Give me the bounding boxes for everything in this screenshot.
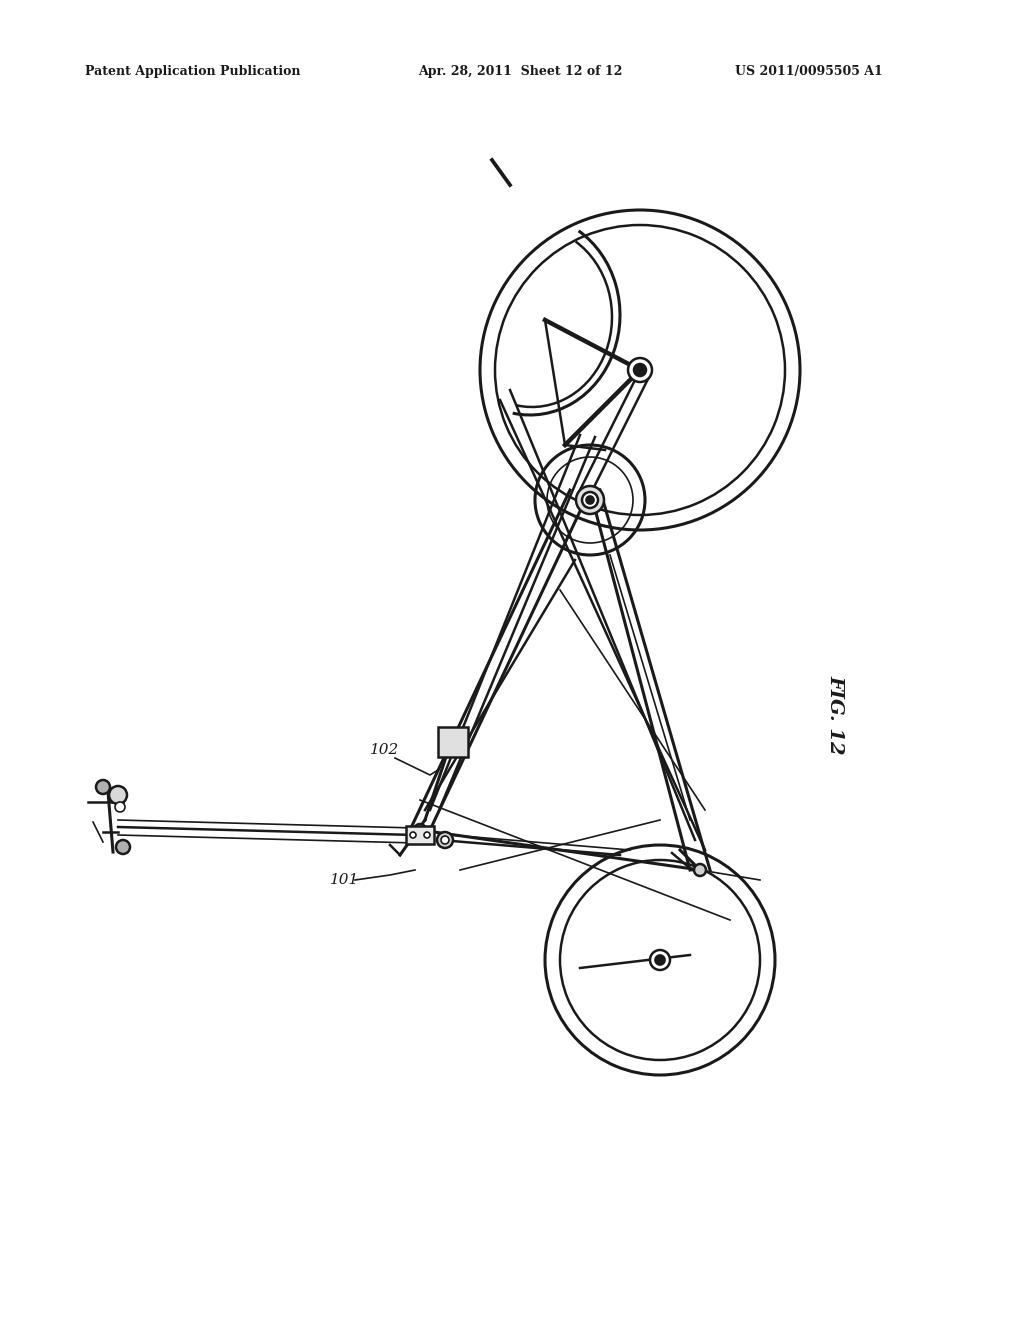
Ellipse shape [96,780,110,795]
Ellipse shape [655,954,665,965]
Ellipse shape [694,865,706,876]
Ellipse shape [628,358,652,381]
Ellipse shape [575,486,604,513]
Ellipse shape [437,832,453,847]
Text: Apr. 28, 2011  Sheet 12 of 12: Apr. 28, 2011 Sheet 12 of 12 [418,66,623,78]
Ellipse shape [116,840,130,854]
Text: FIG. 12: FIG. 12 [826,676,844,755]
Ellipse shape [650,950,670,970]
Ellipse shape [441,836,449,843]
Text: Patent Application Publication: Patent Application Publication [85,66,300,78]
Bar [406,826,434,843]
Ellipse shape [109,785,127,804]
Text: US 2011/0095505 A1: US 2011/0095505 A1 [735,66,883,78]
Ellipse shape [582,492,598,508]
Ellipse shape [634,364,646,376]
Ellipse shape [586,496,594,504]
Text: 101: 101 [330,873,359,887]
Text: 102: 102 [370,743,399,756]
Ellipse shape [410,832,416,838]
Ellipse shape [424,832,430,838]
Ellipse shape [414,824,426,836]
Bar [438,727,468,756]
Ellipse shape [115,803,125,812]
